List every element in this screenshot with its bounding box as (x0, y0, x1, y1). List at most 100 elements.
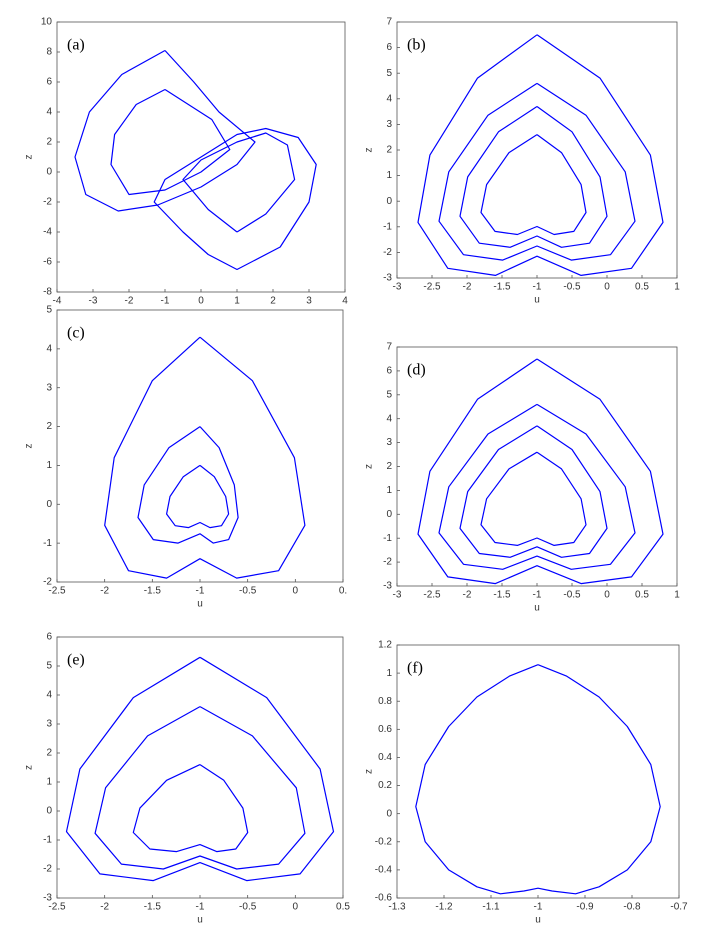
x-tick-label: 0 (293, 586, 299, 597)
x-tick-label: -2.5 (423, 590, 441, 601)
trajectory (438, 82, 636, 261)
x-tick-label: -0.8 (623, 902, 641, 913)
x-tick-label: -1.3 (388, 902, 406, 913)
plot-area (56, 309, 344, 583)
x-tick-label: 0 (604, 282, 610, 293)
y-axis-label: z (24, 444, 35, 449)
trajectory (166, 464, 230, 529)
y-tick-label: -1 (383, 221, 392, 232)
x-axis-label: u (197, 599, 203, 610)
x-tick-label: -1.1 (482, 902, 500, 913)
x-tick-label: 4 (342, 296, 348, 307)
x-tick-label: -3 (393, 282, 402, 293)
y-tick-label: -1 (43, 538, 52, 549)
x-tick-label: -2 (463, 282, 472, 293)
y-tick-label: 4 (386, 413, 392, 424)
y-tick-label: 2 (46, 137, 52, 148)
y-tick-label: -2 (383, 557, 392, 568)
y-tick-label: 3 (46, 719, 52, 730)
y-tick-label: -2 (383, 247, 392, 258)
y-tick-label: 6 (386, 366, 392, 377)
y-tick-label: -6 (43, 257, 52, 268)
x-tick-label: -2 (100, 586, 109, 597)
y-tick-label: 10 (41, 17, 53, 28)
x-tick-label: 0 (604, 590, 610, 601)
panel-label: (e) (67, 652, 85, 669)
y-tick-label: 5 (386, 68, 392, 79)
x-tick-label: -1 (196, 586, 205, 597)
trajectory (459, 105, 608, 248)
y-tick-label: 1 (386, 668, 392, 679)
x-tick-label: 0.5 (635, 590, 649, 601)
plot-area (396, 21, 678, 279)
x-tick-label: -1.5 (144, 902, 162, 913)
y-tick-label: -2 (43, 864, 52, 875)
panel-label: (a) (67, 37, 85, 54)
y-tick-label: 0.4 (378, 752, 392, 763)
y-tick-label: 0 (46, 167, 52, 178)
x-tick-label: -1 (533, 282, 542, 293)
x-tick-label: -0.5 (563, 282, 581, 293)
x-tick-label: -1.2 (435, 902, 453, 913)
x-tick-label: 1 (674, 590, 680, 601)
trajectory (415, 664, 661, 895)
y-tick-label: 7 (386, 17, 392, 28)
y-tick-label: 0 (386, 509, 392, 520)
x-axis-label: u (535, 915, 541, 926)
trajectory (104, 336, 306, 579)
x-tick-label: -1.5 (493, 590, 511, 601)
y-tick-label: -2 (43, 197, 52, 208)
x-tick-label: -2.5 (423, 282, 441, 293)
y-tick-label: 2 (386, 461, 392, 472)
y-tick-label: 0 (46, 806, 52, 817)
plot-area (56, 636, 344, 899)
panel-label: (d) (407, 362, 426, 379)
panel-label: (b) (407, 37, 426, 54)
plot-area (396, 346, 678, 587)
x-tick-label: 3 (306, 296, 312, 307)
y-tick-label: 5 (46, 661, 52, 672)
y-tick-label: 2 (386, 145, 392, 156)
x-axis-label: u (197, 915, 203, 926)
y-tick-label: 2 (46, 748, 52, 759)
y-axis-label: z (364, 148, 375, 153)
y-tick-label: -0.6 (375, 893, 393, 904)
y-tick-label: -3 (383, 273, 392, 284)
x-tick-label: -1 (196, 902, 205, 913)
x-tick-label: -1 (161, 296, 170, 307)
y-tick-label: 4 (46, 107, 52, 118)
x-tick-label: -3 (393, 590, 402, 601)
x-tick-label: -2.5 (48, 902, 66, 913)
y-tick-label: 5 (386, 389, 392, 400)
y-axis-label: z (24, 155, 35, 160)
y-tick-label: -4 (43, 227, 52, 238)
y-tick-label: 0 (386, 808, 392, 819)
panel: -2.5 -2 -1.5 -1 -0.5 0 0.5 -3 -2 -1 0 1 2 3 4 5 6 u z (e) (24, 632, 351, 926)
x-tick-label: -0.9 (576, 902, 594, 913)
x-tick-label: -3 (89, 296, 98, 307)
y-axis-label: z (364, 464, 375, 469)
x-tick-label: -2.5 (48, 586, 66, 597)
y-tick-label: 6 (46, 77, 52, 88)
trajectory (459, 425, 608, 558)
y-tick-label: 0.2 (378, 780, 392, 791)
x-axis-label: u (534, 295, 540, 306)
trajectory (438, 403, 636, 570)
y-tick-label: 6 (386, 42, 392, 53)
plot-area (396, 644, 680, 899)
y-tick-label: 1.2 (378, 640, 392, 651)
y-tick-label: 0.8 (378, 696, 392, 707)
x-tick-label: -1.5 (493, 282, 511, 293)
trajectory (137, 426, 239, 544)
x-tick-label: -0.7 (670, 902, 688, 913)
y-tick-label: -3 (43, 893, 52, 904)
trajectory (110, 88, 231, 196)
x-tick-label: -1 (534, 902, 543, 913)
y-tick-label: 6 (46, 632, 52, 643)
x-tick-label: 2 (270, 296, 276, 307)
y-tick-label: -8 (43, 287, 52, 298)
panel-label: (f) (407, 660, 423, 677)
